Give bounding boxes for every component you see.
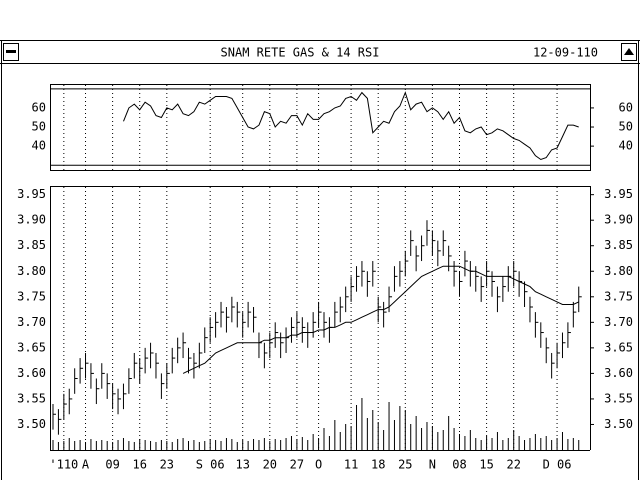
x-tick-label: 25 xyxy=(398,458,412,472)
x-tick-label: 18 xyxy=(371,458,385,472)
menu-button[interactable] xyxy=(3,43,19,61)
y-tick-label-right: 3.60 xyxy=(604,366,633,380)
y-tick-label-left: 3.70 xyxy=(17,315,46,329)
y-tick-label-left: 60 xyxy=(32,100,46,114)
y-tick-label-right: 3.80 xyxy=(604,264,633,278)
y-tick-label-right: 3.90 xyxy=(604,213,633,227)
y-tick-label-left: 3.95 xyxy=(17,187,46,201)
x-tick-label: S 06 xyxy=(196,458,225,472)
y-tick-label-right: 60 xyxy=(619,100,633,114)
y-tick-label-left: 3.55 xyxy=(17,391,46,405)
x-tick-label: 08 xyxy=(452,458,466,472)
x-tick-label: D 06 xyxy=(543,458,572,472)
x-tick-label: N xyxy=(429,458,436,472)
y-tick-label-right: 3.75 xyxy=(604,289,633,303)
y-tick-label-right: 3.85 xyxy=(604,238,633,252)
y-tick-label-left: 3.80 xyxy=(17,264,46,278)
x-tick-label: '110 xyxy=(49,458,78,472)
y-tick-label-left: 3.65 xyxy=(17,340,46,354)
y-tick-label-left: 3.85 xyxy=(17,238,46,252)
x-tick-label: 16 xyxy=(132,458,146,472)
x-tick-label: 09 xyxy=(105,458,119,472)
x-tick-label: A xyxy=(82,458,90,472)
y-tick-label-left: 40 xyxy=(32,139,46,153)
y-tick-label-right: 3.70 xyxy=(604,315,633,329)
x-tick-label: 27 xyxy=(290,458,304,472)
x-tick-label: 11 xyxy=(344,458,358,472)
window-title: SNAM RETE GAS & 14 RSI xyxy=(221,46,380,60)
y-tick-label-left: 3.90 xyxy=(17,213,46,227)
y-tick-label-right: 3.95 xyxy=(604,187,633,201)
x-tick-label: 15 xyxy=(479,458,493,472)
moving-average-line xyxy=(182,265,579,374)
y-tick-label-right: 3.50 xyxy=(604,417,633,431)
y-tick-label-left: 3.75 xyxy=(17,289,46,303)
y-tick-label-right: 3.65 xyxy=(604,340,633,354)
x-tick-label: O xyxy=(315,458,322,472)
y-tick-label-right: 3.55 xyxy=(604,391,633,405)
x-tick-label: 22 xyxy=(506,458,520,472)
menu-icon[interactable] xyxy=(6,50,16,53)
x-tick-label: 13 xyxy=(235,458,249,472)
x-tick-label: 20 xyxy=(263,458,277,472)
window-date: 12-09-110 xyxy=(533,46,598,60)
rsi-line xyxy=(123,91,579,161)
y-tick-label-right: 50 xyxy=(619,120,633,134)
maximize-button[interactable] xyxy=(621,43,637,61)
y-tick-label-left: 3.50 xyxy=(17,417,46,431)
maximize-icon[interactable] xyxy=(624,48,634,55)
y-tick-label-left: 50 xyxy=(32,120,46,134)
x-tick-label: 23 xyxy=(160,458,174,472)
y-tick-label-right: 40 xyxy=(619,139,633,153)
y-tick-label-left: 3.60 xyxy=(17,366,46,380)
